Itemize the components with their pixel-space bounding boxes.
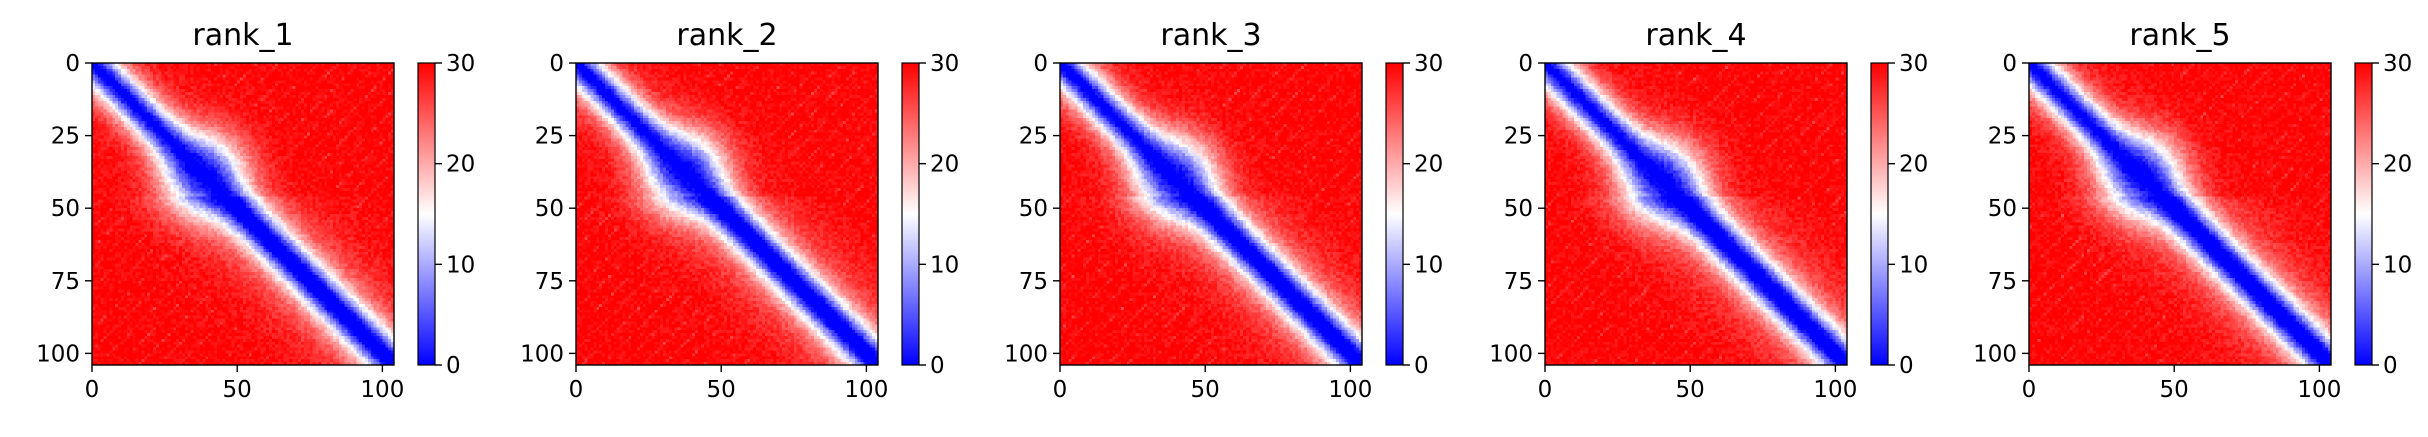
y-tick-label: 0 bbox=[549, 51, 564, 77]
x-tick-label: 100 bbox=[2297, 377, 2341, 403]
panel-title: rank_4 bbox=[1645, 18, 1746, 53]
axes-frame bbox=[1059, 62, 1363, 366]
y-tick-label: 50 bbox=[1019, 196, 1048, 222]
y-tick-label: 25 bbox=[1504, 124, 1533, 150]
y-tick-label: 75 bbox=[1504, 269, 1533, 295]
colorbar-tick-label: 30 bbox=[446, 51, 475, 77]
colorbar-tick-label: 10 bbox=[2383, 252, 2412, 278]
colorbar bbox=[2354, 62, 2373, 366]
x-tick-label: 100 bbox=[844, 377, 888, 403]
y-tick-label: 75 bbox=[1019, 269, 1048, 295]
heatmap-image bbox=[92, 63, 394, 365]
colorbar-tick-label: 10 bbox=[1899, 252, 1928, 278]
y-tick-label: 25 bbox=[535, 124, 564, 150]
x-tick-label: 100 bbox=[1328, 377, 1372, 403]
y-tick-label: 100 bbox=[1973, 341, 2017, 367]
colorbar-tick-label: 0 bbox=[2383, 353, 2398, 379]
y-tick-label: 0 bbox=[1033, 51, 1048, 77]
y-tick-label: 25 bbox=[51, 124, 80, 150]
colorbar-tick-label: 30 bbox=[1899, 51, 1928, 77]
heatmap-image bbox=[1060, 63, 1362, 365]
heatmap-image bbox=[1545, 63, 1847, 365]
y-tick-label: 50 bbox=[51, 196, 80, 222]
y-tick-label: 100 bbox=[36, 341, 80, 367]
heatmap-image bbox=[2029, 63, 2331, 365]
y-tick-label: 25 bbox=[1019, 124, 1048, 150]
colorbar bbox=[1870, 62, 1889, 366]
y-tick-label: 100 bbox=[1489, 341, 1533, 367]
y-tick-label: 75 bbox=[535, 269, 564, 295]
panel-title: rank_3 bbox=[1160, 18, 1261, 53]
colorbar-tick-label: 30 bbox=[930, 51, 959, 77]
colorbar bbox=[901, 62, 920, 366]
x-tick-label: 0 bbox=[1053, 377, 1068, 403]
axes-frame bbox=[91, 62, 395, 366]
y-tick-label: 100 bbox=[520, 341, 564, 367]
x-tick-label: 0 bbox=[1538, 377, 1553, 403]
x-tick-label: 0 bbox=[2022, 377, 2037, 403]
y-tick-label: 50 bbox=[535, 196, 564, 222]
y-tick-label: 50 bbox=[1504, 196, 1533, 222]
x-tick-label: 50 bbox=[1676, 377, 1705, 403]
x-tick-label: 50 bbox=[1191, 377, 1220, 403]
panel-title: rank_1 bbox=[192, 18, 293, 53]
x-tick-label: 50 bbox=[707, 377, 736, 403]
y-tick-label: 0 bbox=[1518, 51, 1533, 77]
x-tick-label: 0 bbox=[85, 377, 100, 403]
colorbar-tick-label: 0 bbox=[1414, 353, 1429, 379]
axes-frame bbox=[575, 62, 879, 366]
colorbar-tick-label: 20 bbox=[1414, 152, 1443, 178]
colorbar-tick-label: 10 bbox=[1414, 252, 1443, 278]
y-tick-label: 0 bbox=[2002, 51, 2017, 77]
colorbar-tick-label: 10 bbox=[446, 252, 475, 278]
x-tick-label: 50 bbox=[2160, 377, 2189, 403]
y-tick-label: 100 bbox=[1004, 341, 1048, 367]
x-tick-label: 50 bbox=[223, 377, 252, 403]
colorbar-tick-label: 10 bbox=[930, 252, 959, 278]
axes-frame bbox=[1544, 62, 1848, 366]
colorbar-tick-label: 0 bbox=[930, 353, 945, 379]
panel-title: rank_2 bbox=[676, 18, 777, 53]
colorbar bbox=[417, 62, 436, 366]
y-tick-label: 75 bbox=[51, 269, 80, 295]
y-tick-label: 0 bbox=[65, 51, 80, 77]
x-tick-label: 100 bbox=[360, 377, 404, 403]
colorbar-tick-label: 20 bbox=[1899, 152, 1928, 178]
y-tick-label: 75 bbox=[1988, 269, 2017, 295]
colorbar-tick-label: 0 bbox=[446, 353, 461, 379]
y-tick-label: 50 bbox=[1988, 196, 2017, 222]
colorbar bbox=[1385, 62, 1404, 366]
colorbar-tick-label: 0 bbox=[1899, 353, 1914, 379]
colorbar-tick-label: 20 bbox=[446, 152, 475, 178]
colorbar-tick-label: 30 bbox=[2383, 51, 2412, 77]
axes-frame bbox=[2028, 62, 2332, 366]
colorbar-tick-label: 20 bbox=[2383, 152, 2412, 178]
x-tick-label: 100 bbox=[1813, 377, 1857, 403]
panel-title: rank_5 bbox=[2129, 18, 2230, 53]
heatmap-image bbox=[576, 63, 878, 365]
x-tick-label: 0 bbox=[569, 377, 584, 403]
colorbar-tick-label: 30 bbox=[1414, 51, 1443, 77]
y-tick-label: 25 bbox=[1988, 124, 2017, 150]
colorbar-tick-label: 20 bbox=[930, 152, 959, 178]
